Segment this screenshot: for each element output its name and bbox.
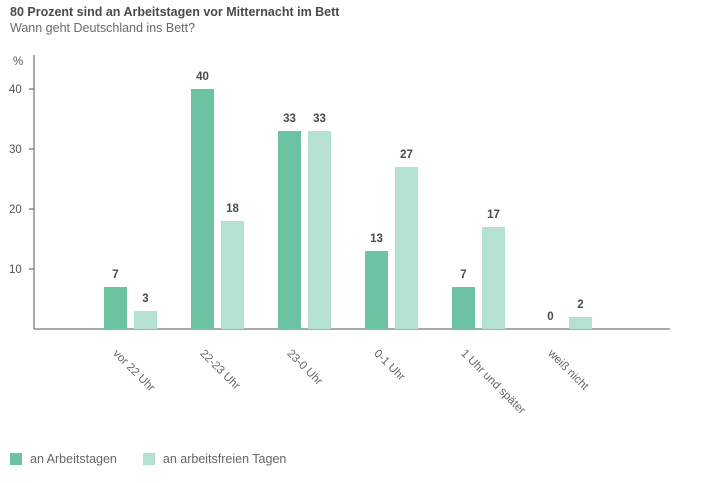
data-label-series-2: 33 bbox=[313, 113, 326, 125]
y-axis-label: % bbox=[13, 56, 23, 68]
x-tick-label: weiß nicht bbox=[545, 347, 591, 393]
data-label-series-1: 40 bbox=[196, 71, 209, 83]
x-tick-label: 1 Uhr und später bbox=[458, 348, 527, 417]
data-label-series-2: 18 bbox=[226, 203, 239, 215]
legend-item-series-1: an Arbeitstagen bbox=[10, 452, 117, 466]
bar-series-2 bbox=[308, 131, 331, 329]
x-tick-label: 0-1 Uhr bbox=[371, 348, 407, 384]
data-label-series-2: 2 bbox=[577, 299, 583, 311]
data-label-series-2: 27 bbox=[400, 149, 413, 161]
x-tick-label: vor 22 Uhr bbox=[110, 348, 157, 395]
y-tick-label: 20 bbox=[9, 204, 22, 216]
chart-subtitle: Wann geht Deutschland ins Bett? bbox=[10, 21, 196, 35]
y-tick-label: 30 bbox=[9, 144, 22, 156]
legend-swatch-series-1 bbox=[10, 453, 22, 465]
bar-series-1 bbox=[365, 251, 388, 329]
x-tick-label: 23-0 Uhr bbox=[284, 348, 324, 388]
bar-series-2 bbox=[221, 221, 244, 329]
data-label-series-1: 7 bbox=[112, 269, 118, 281]
bar-series-2 bbox=[482, 227, 505, 329]
bar-series-2 bbox=[134, 311, 157, 329]
legend-label-series-2: an arbeitsfreien Tagen bbox=[162, 452, 287, 466]
data-label-series-2: 17 bbox=[487, 209, 500, 221]
y-tick-label: 10 bbox=[9, 264, 22, 276]
data-label-series-1: 33 bbox=[283, 113, 296, 125]
bar-series-2 bbox=[569, 317, 592, 329]
data-label-series-1: 7 bbox=[460, 269, 466, 281]
legend: an Arbeitstagen an arbeitsfreien Tagen bbox=[10, 452, 312, 466]
x-tick-label: 22-23 Uhr bbox=[197, 348, 242, 393]
data-label-series-2: 3 bbox=[142, 293, 148, 305]
y-tick-label: 40 bbox=[9, 84, 22, 96]
legend-swatch-series-2 bbox=[142, 453, 155, 465]
legend-label-series-1: an Arbeitstagen bbox=[30, 452, 117, 466]
bar-series-1 bbox=[104, 287, 127, 329]
bar-series-2 bbox=[395, 167, 418, 329]
bar-series-1 bbox=[278, 131, 301, 329]
legend-item-series-2: an arbeitsfreien Tagen bbox=[142, 452, 287, 466]
data-label-series-1: 0 bbox=[547, 311, 553, 323]
bar-series-1 bbox=[452, 287, 475, 329]
bar-series-1 bbox=[191, 89, 214, 329]
data-label-series-1: 13 bbox=[370, 233, 383, 245]
chart-title: 80 Prozent sind an Arbeitstagen vor Mitt… bbox=[10, 5, 340, 19]
